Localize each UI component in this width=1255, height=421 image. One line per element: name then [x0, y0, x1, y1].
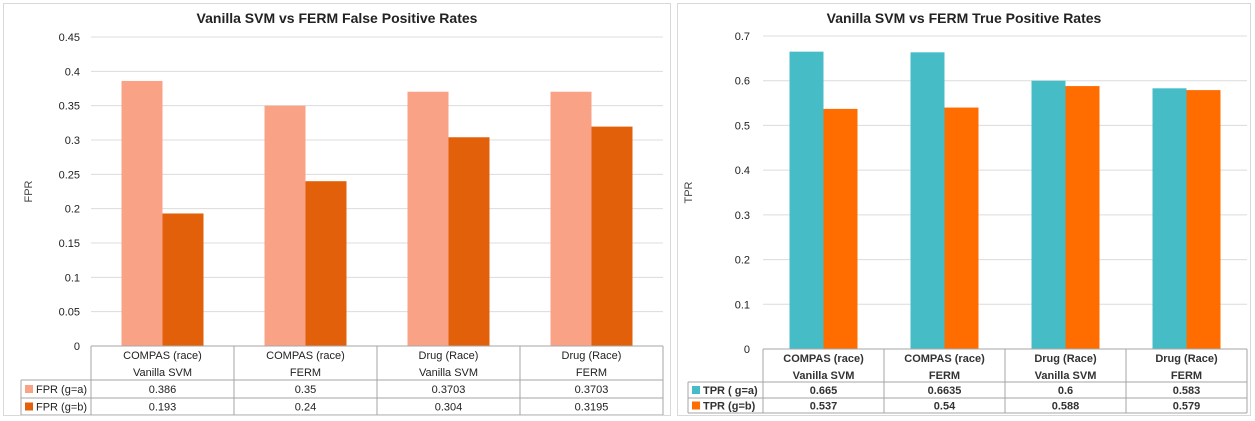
category-label: Vanilla SVM — [793, 370, 855, 382]
y-tick-label: 0.15 — [59, 238, 80, 250]
data-table-value: 0.3195 — [575, 402, 609, 414]
bar-a — [789, 51, 824, 350]
y-tick-label: 0.35 — [59, 101, 80, 113]
data-table-value: 0.579 — [1173, 401, 1201, 413]
y-tick-label: 0.2 — [735, 255, 750, 267]
bar-a — [121, 80, 163, 347]
data-table-value: 0.3703 — [575, 384, 609, 396]
y-tick-label: 0.45 — [59, 32, 80, 44]
bar-a — [1031, 80, 1066, 349]
category-label: FERM — [290, 367, 321, 379]
legend-label: TPR ( g=a) — [703, 385, 758, 397]
y-axis-label: FPR — [23, 180, 35, 202]
category-label: Vanilla SVM — [419, 367, 478, 379]
bar-b — [162, 213, 204, 346]
y-tick-label: 0.7 — [735, 31, 750, 43]
bar-b — [944, 107, 979, 350]
bar-a — [264, 105, 306, 347]
y-tick-label: 0.25 — [59, 169, 80, 181]
bar-a — [1152, 88, 1187, 350]
bar-b — [305, 181, 347, 346]
category-label: FERM — [576, 367, 607, 379]
data-table-value: 0.6635 — [928, 385, 962, 397]
data-table-value: 0.35 — [295, 384, 316, 396]
legend-swatch-b — [692, 401, 700, 410]
bar-a — [407, 91, 449, 347]
y-tick-label: 0 — [744, 344, 750, 356]
legend-label: FPR (g=a) — [36, 384, 87, 396]
category-label: FERM — [929, 370, 960, 382]
bar-b — [448, 137, 490, 346]
bar-a — [550, 91, 592, 347]
legend-swatch-b — [25, 402, 33, 411]
chart-title: Vanilla SVM vs FERM False Positive Rates — [197, 10, 478, 26]
fpr-chart: Vanilla SVM vs FERM False Positive Rates… — [20, 10, 664, 415]
y-axis-label: TPR — [683, 181, 695, 203]
category-label: Vanilla SVM — [1035, 370, 1097, 382]
legend-label: TPR (g=b) — [703, 401, 756, 413]
category-label: COMPAS (race) — [904, 353, 985, 365]
category-label: COMPAS (race) — [266, 350, 345, 362]
tpr-chart-panel: Vanilla SVM vs FERM True Positive Rates T… — [677, 3, 1251, 416]
category-label: Drug (Race) — [562, 350, 622, 362]
y-tick-label: 0 — [74, 341, 80, 353]
category-label: Drug (Race) — [1155, 353, 1218, 365]
category-label: Drug (Race) — [1034, 353, 1097, 365]
data-table-value: 0.3703 — [432, 384, 466, 396]
legend-swatch-a — [25, 385, 33, 393]
category-label: COMPAS (race) — [123, 350, 202, 362]
data-table-value: 0.588 — [1052, 401, 1080, 413]
data-table-value: 0.386 — [149, 384, 177, 396]
tpr-chart: Vanilla SVM vs FERM True Positive Rates T… — [683, 10, 1248, 414]
bar-b — [1186, 90, 1221, 350]
y-tick-label: 0.5 — [735, 120, 750, 132]
data-table-value: 0.54 — [934, 401, 956, 413]
bar-b — [1065, 86, 1100, 349]
y-tick-label: 0.3 — [735, 210, 750, 222]
category-label: COMPAS (race) — [783, 353, 864, 365]
category-label: Vanilla SVM — [133, 367, 192, 379]
chart-title: Vanilla SVM vs FERM True Positive Rates — [827, 10, 1102, 26]
data-table-value: 0.583 — [1173, 385, 1201, 397]
fpr-chart-panel: Vanilla SVM vs FERM False Positive Rates… — [3, 3, 671, 416]
data-table-value: 0.6 — [1058, 385, 1073, 397]
data-table-value: 0.304 — [435, 402, 463, 414]
category-label: Drug (Race) — [419, 350, 479, 362]
y-tick-label: 0.3 — [65, 135, 80, 147]
category-label: FERM — [1171, 370, 1202, 382]
y-tick-label: 0.05 — [59, 307, 80, 319]
legend-swatch-a — [692, 386, 700, 394]
y-tick-label: 0.6 — [735, 76, 750, 88]
legend-label: FPR (g=b) — [36, 402, 87, 414]
data-table-value: 0.193 — [149, 402, 177, 414]
data-table-value: 0.665 — [810, 385, 838, 397]
bar-b — [823, 108, 858, 350]
bar-a — [910, 52, 945, 350]
y-tick-label: 0.4 — [735, 165, 750, 177]
y-tick-label: 0.4 — [65, 66, 80, 78]
y-tick-label: 0.1 — [65, 272, 80, 284]
y-tick-label: 0.1 — [735, 299, 750, 311]
y-tick-label: 0.2 — [65, 204, 80, 216]
bar-b — [591, 126, 633, 346]
data-table-value: 0.537 — [810, 401, 838, 413]
data-table-value: 0.24 — [295, 402, 316, 414]
